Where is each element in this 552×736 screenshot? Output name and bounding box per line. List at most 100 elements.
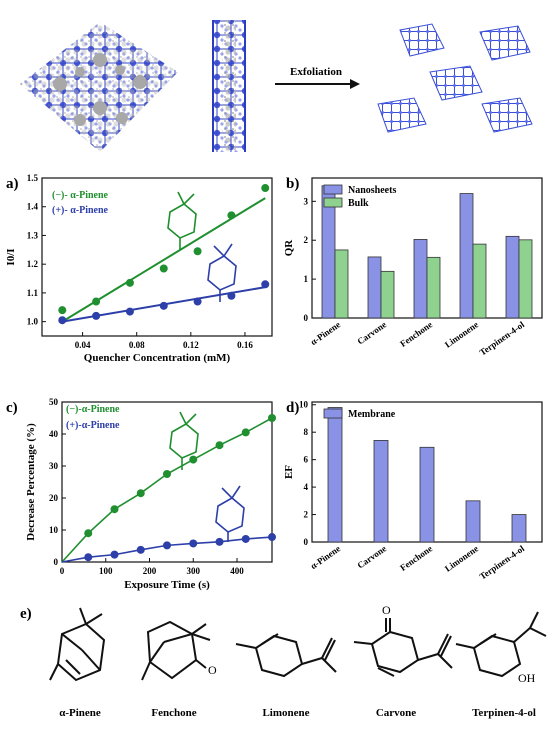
bar [367,256,382,319]
legend-entry: (−)-α-Pinene [66,404,120,415]
structure-illustration: Exfoliation [0,0,552,168]
bar [505,235,520,319]
panel-label: b) [286,176,299,192]
molecule-label: α-Pinene [59,707,101,719]
molecule-bond [223,243,233,257]
y-tick-label: 3 [304,196,309,206]
molecule-bond [179,411,187,425]
bar [413,239,428,319]
carvone-structure-icon [353,618,453,677]
molecule-ring [169,423,199,459]
panel-e-label: e) [20,606,32,622]
y-axis-title: QR [283,239,295,257]
exfoliation-label: Exfoliation [290,66,342,78]
category-label: Terpinen-4-ol [478,319,527,357]
molecule-ring [167,203,197,239]
fenchone-oxygen-label: O [208,663,217,677]
y-tick-label: 2 [304,510,309,520]
y-tick-label: 0 [304,313,309,323]
y-tick-label: 10 [49,525,59,535]
alpha-pinene-structure-icon [49,607,106,682]
y-tick-label: 4 [304,482,309,492]
category-label: Terpinen-4-ol [478,543,527,581]
minus-pinene-molecule-icon [167,191,197,250]
bar [465,500,481,543]
limonene-structure-icon [235,633,337,678]
x-tick-label: 0.04 [75,340,91,350]
y-tick-label: 10 [299,400,309,410]
bar [459,193,474,319]
side-view-stack-icon [212,20,246,152]
y-tick-label: 1.1 [27,288,39,298]
category-label: Fenchone [398,319,434,348]
data-point [136,545,145,554]
y-tick-label: 30 [49,461,59,471]
y-axis-title: Decrease Percentage (%) [25,423,37,541]
category-label: Limonene [443,543,480,573]
molecule-label: Fenchone [151,707,196,719]
category-label: α-Pinene [309,543,343,571]
data-point [215,537,224,546]
legend-entry: (+)- α-Pinene [52,205,109,216]
molecule-label: Carvone [376,707,416,719]
category-label: α-Pinene [309,319,343,347]
panel-label: c) [6,400,18,416]
terpinen-4-ol-oh-label: OH [518,671,536,685]
plus-pinene-molecule-icon [215,485,245,542]
data-point [125,307,134,316]
y-tick-label: 0 [54,557,59,567]
data-point [58,316,67,325]
category-label: Limonene [443,319,480,349]
data-point [268,414,276,422]
panel-c: c) 0 10 20 30 40 50 0 100 200 300 400 (−)-α-Pinene (+… [0,392,280,592]
legend-swatch [323,408,343,419]
data-point [159,301,168,310]
x-axis-title: Exposure Time (s) [124,579,210,591]
data-point [189,455,198,464]
bar [472,243,487,319]
data-point [193,297,202,306]
series-line [61,417,273,563]
x-tick-label: 0.16 [237,340,253,350]
y-tick-label: 1.3 [27,230,39,240]
category-label: Fenchone [398,543,434,572]
panel-label: a) [6,176,19,192]
data-point [110,505,119,514]
data-point [193,247,202,256]
data-point [227,291,236,300]
legend-entry: (−)- α-Pinene [52,190,109,201]
legend-entry: (+)-α-Pinene [66,420,120,431]
legend-swatch [323,197,343,208]
x-tick-label: 0.08 [129,340,145,350]
exfoliation-arrow-icon [275,79,360,89]
x-tick-label: 0.12 [183,340,199,350]
molecule-ring [207,255,237,291]
y-tick-label: 1.2 [27,259,39,269]
y-tick-label: 40 [49,429,59,439]
legend-entry: Nanosheets [348,185,396,196]
y-tick-label: 2 [304,235,309,245]
y-tick-label: 20 [49,493,59,503]
panel-b: b) 0 1 2 3 α-Pinene Carvone Fenchone Limonene Ter… [280,168,552,368]
x-tick-label: 200 [143,566,157,576]
data-point [84,529,93,538]
data-point [227,211,236,220]
data-point [159,264,168,273]
data-point [261,184,270,193]
y-axis-title: I0/I [5,248,17,265]
y-tick-label: 8 [304,427,309,437]
molecule-bond [213,245,225,257]
bar [327,407,343,543]
legend-entry: Membrane [348,409,396,420]
molecule-label: Terpinen-4-ol [472,707,536,719]
bar [373,440,389,543]
x-axis-title: Quencher Concentration (mM) [84,352,231,364]
y-tick-label: 1 [304,274,309,284]
data-point [163,541,171,550]
data-point [84,553,93,562]
y-tick-label: 1.5 [27,173,39,183]
plot-frame [41,177,273,337]
minus-pinene-molecule-icon [169,411,199,470]
panel-e: e) O [0,598,552,731]
data-point [215,441,224,450]
